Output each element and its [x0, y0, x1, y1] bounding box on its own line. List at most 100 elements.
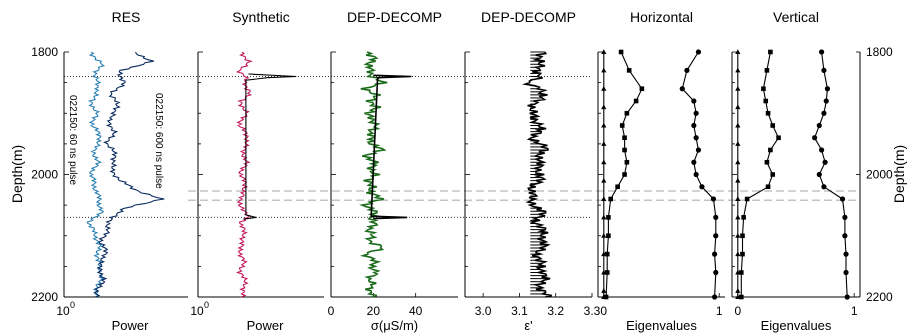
panel-4-series-2-point-2 — [679, 86, 685, 92]
panel-4-series-2-point-5 — [691, 122, 697, 129]
panel-0-title: RES — [112, 9, 141, 25]
panel-4-series-1-point-11 — [608, 196, 613, 202]
panel-4-series-0-point-10 — [601, 232, 607, 238]
panel-4-series-1-point-7 — [622, 147, 627, 153]
panel-5-series-2-point-2 — [824, 86, 831, 92]
panel-0-series-0-line — [86, 51, 106, 298]
panel-4-series-0-point-8 — [601, 196, 607, 201]
panel-4-series-1-point-5 — [619, 123, 625, 128]
panel-5-series-2-point-10 — [821, 184, 827, 190]
panel-0-xtick-label-0: 10 — [56, 304, 70, 318]
panel-5-series-0-point-6 — [735, 159, 741, 165]
panel-4-xlabel: Eigenvalues — [626, 318, 697, 333]
panel-4-series-2-point-13 — [713, 233, 719, 239]
panel-2-xtick-label-0: 0 — [328, 304, 335, 318]
panel-1-xlabel: Power — [247, 318, 285, 333]
panel-5-series-1-point-3 — [763, 98, 769, 104]
right-depth-axis-label: Depth(m) — [891, 145, 907, 203]
panel-4-series-2-point-16 — [712, 294, 718, 300]
panel-5-series-1-point-14 — [740, 251, 745, 257]
panel-5-series-2-point-7 — [819, 147, 825, 153]
panel-5-series-0-point-2 — [735, 85, 741, 91]
panel-5-series-2-point-13 — [842, 233, 848, 239]
panel-5-series-0-point-3 — [735, 104, 741, 110]
res-series-label-60ns: 022150: 60 ns pulse — [67, 95, 78, 186]
left-depth-tick-label-0: 1800 — [31, 45, 58, 59]
panel-4-series-2-point-15 — [713, 269, 719, 276]
panel-4-series-2-point-3 — [691, 98, 697, 104]
panel-5-series-2-point-9 — [816, 171, 822, 178]
panel-5-series-1-point-10 — [765, 184, 771, 190]
panel-0-xtick-exponent: 0 — [70, 300, 75, 310]
panel-5-title: Vertical — [773, 9, 819, 25]
panel-4-series-0-point-9 — [601, 214, 607, 220]
panel-4-xtick-label-0: 0 — [600, 304, 607, 318]
panel-4-series-1-point-12 — [606, 215, 611, 220]
panel-5-series-1-point-12 — [741, 215, 746, 220]
res-series-label-600ns: 022150: 600 ns pulse — [153, 93, 164, 189]
panel-4-series-2-point-7 — [695, 147, 702, 153]
panel-5-series-0-point-7 — [735, 177, 741, 183]
panel-3-title: DEP-DECOMP — [481, 9, 576, 25]
panel-2-xlabel: σ(μS/m) — [371, 318, 418, 333]
panel-4-series-2-point-1 — [684, 67, 690, 73]
panel-5-series-1-point-9 — [770, 172, 776, 177]
panel-5-series-2-point-15 — [843, 269, 849, 276]
panel-2-title: DEP-DECOMP — [347, 9, 442, 25]
panel-5-series-1-point-11 — [744, 196, 750, 202]
panel-1-series-0-line — [235, 51, 253, 298]
panel-5-xtick-label-0: 0 — [734, 304, 741, 318]
panel-4-series-2-point-14 — [712, 251, 718, 257]
panel-1-xtick-label-0: 10 — [190, 304, 204, 318]
panel-1-series-1-line — [243, 73, 297, 220]
panel-5-series-1-point-4 — [765, 110, 771, 116]
panel-2-xtick-label-2: 40 — [409, 304, 423, 318]
panel-5-series-0-point-5 — [735, 141, 741, 146]
panel-4-series-1-point-4 — [624, 110, 630, 116]
panel-3-xtick-label-0: 3.0 — [475, 304, 492, 318]
panel-4-series-2-point-10 — [699, 184, 705, 190]
panel-5-series-2-point-8 — [822, 159, 828, 165]
panel-4-series-1-point-13 — [606, 233, 611, 239]
panel-5-xlabel: Eigenvalues — [761, 318, 832, 333]
panel-4-series-2-point-12 — [713, 214, 719, 220]
panel-5-series-2-point-5 — [816, 122, 822, 129]
panel-3-xtick-label-2: 3.2 — [547, 304, 564, 318]
panel-4-title: Horizontal — [630, 9, 693, 25]
panel-4-series-0-point-4 — [601, 122, 607, 128]
panel-5-series-2-point-3 — [823, 98, 829, 104]
panel-4-series-2-point-6 — [693, 135, 699, 141]
panel-4-series-1-point-8 — [624, 159, 630, 165]
panel-0-series-1-line — [93, 51, 165, 298]
panel-4-series-2-point-8 — [691, 159, 697, 165]
panel-5-series-2-point-1 — [821, 67, 827, 73]
panel-5-series-0-point-13 — [735, 288, 741, 293]
panel-5-series-1-point-6 — [776, 135, 781, 141]
right-depth-tick-label-0: 1800 — [866, 45, 893, 59]
left-depth-tick-label-1: 2000 — [31, 168, 58, 182]
panel-5-series-1-point-0 — [768, 49, 773, 55]
panel-5-series-2-point-4 — [821, 110, 827, 116]
panel-5-series-0-point-8 — [735, 196, 741, 201]
panel-5-series-2-point-6 — [812, 135, 818, 141]
panel-5-xtick-label-1: 1 — [851, 304, 858, 318]
panel-1-title: Synthetic — [232, 9, 290, 25]
panel-2-xtick-label-1: 20 — [367, 304, 381, 318]
panel-4-series-1-point-0 — [618, 49, 624, 55]
panel-5-series-0-point-9 — [735, 214, 741, 220]
panel-4-series-1-point-10 — [615, 184, 620, 190]
panel-5-series-0-point-11 — [735, 251, 741, 257]
panel-4-series-2-point-9 — [693, 171, 699, 178]
panel-4-series-1-point-6 — [622, 135, 627, 141]
panel-5-series-2-point-12 — [842, 214, 848, 220]
panel-5-series-1-point-5 — [770, 123, 776, 128]
left-depth-axis-label: Depth(m) — [9, 145, 25, 203]
panel-3-series-0-line — [522, 51, 552, 298]
panel-4-series-1-point-3 — [633, 98, 639, 104]
panel-2-series-1-line — [370, 74, 412, 220]
panel-5-series-0-point-0 — [735, 49, 741, 54]
panel-5-series-1-point-16 — [739, 294, 744, 300]
panel-4-series-1-point-16 — [603, 294, 609, 300]
panel-5-series-0-point-4 — [735, 122, 741, 128]
